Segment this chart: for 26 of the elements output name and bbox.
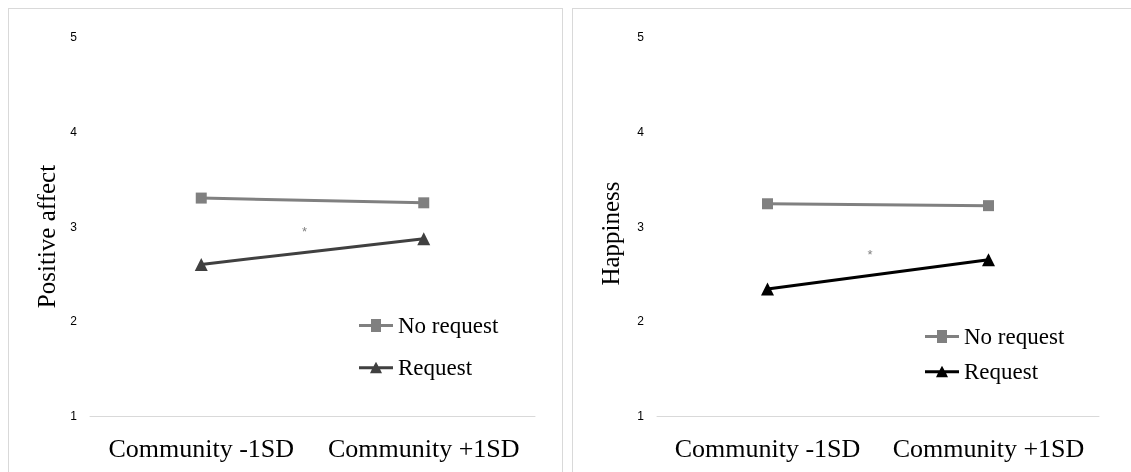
y-tick-label: 4	[637, 124, 645, 139]
y-axis-title: Happiness	[597, 181, 624, 286]
x-tick-label: Community +1SD	[892, 433, 1085, 463]
x-tick-label: Community -1SD	[674, 433, 861, 463]
y-tick-label: 2	[70, 314, 78, 329]
y-tick-label: 5	[637, 30, 645, 44]
annotation: *	[867, 246, 873, 262]
legend-label: No request	[964, 324, 1065, 349]
legend-label: Request	[398, 355, 473, 380]
point	[195, 192, 207, 204]
point	[983, 200, 994, 212]
x-tick-label: Community -1SD	[108, 433, 295, 463]
y-tick-label: 5	[70, 30, 78, 44]
y-tick-label: 4	[70, 124, 78, 139]
y-tick-label: 2	[637, 314, 645, 329]
legend-label: No request	[398, 313, 499, 338]
y-tick-label: 3	[70, 219, 78, 234]
y-tick-label: 3	[637, 219, 645, 234]
y-tick-label: 1	[637, 409, 645, 423]
legend-label: Request	[964, 359, 1039, 384]
point	[762, 198, 773, 210]
y-axis-title: Positive affect	[33, 164, 61, 309]
y-tick-label: 1	[70, 409, 78, 423]
point	[418, 197, 430, 209]
annotation: *	[301, 224, 308, 240]
x-tick-label: Community +1SD	[327, 433, 520, 463]
